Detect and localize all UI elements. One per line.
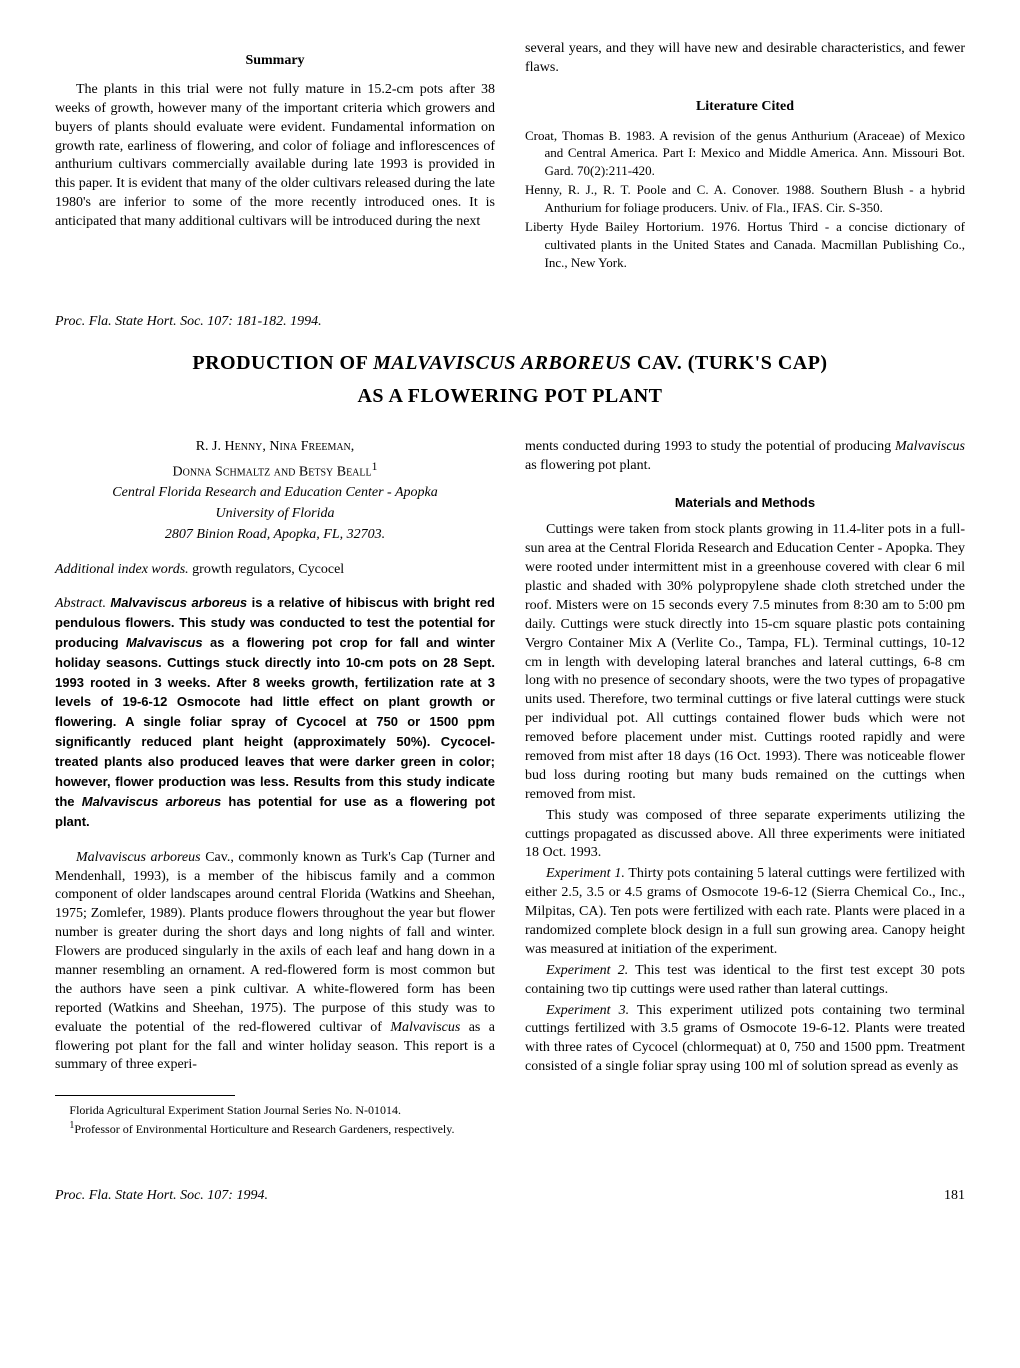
experiment-1-paragraph: Experiment 1. Thirty pots containing 5 l… (525, 865, 965, 959)
reference-item: Croat, Thomas B. 1983. A revision of the… (525, 127, 965, 180)
abstract: Abstract. Malvaviscus arboreus is a rela… (55, 594, 495, 833)
page-number: 181 (944, 1187, 965, 1206)
title-pre: PRODUCTION OF (192, 352, 373, 374)
experiment-2-label: Experiment 2. (546, 963, 628, 978)
abstract-species-2: Malvaviscus (126, 635, 203, 650)
abstract-label: Abstract. (55, 596, 110, 611)
summary-continuation: several years, and they will have new an… (525, 40, 965, 78)
reference-item: Henny, R. J., R. T. Poole and C. A. Cono… (525, 181, 965, 216)
abstract-species-1: Malvaviscus arboreus (110, 595, 247, 610)
intro-paragraph: Malvaviscus arboreus Cav., commonly know… (55, 849, 495, 1076)
reference-item: Liberty Hyde Bailey Hortorium. 1976. Hor… (525, 218, 965, 271)
right-column: ments conducted during 1993 to study the… (525, 438, 965, 1137)
footer-citation: Proc. Fla. State Hort. Soc. 107: 1994. (55, 1187, 268, 1206)
authors-superscript: 1 (372, 460, 378, 473)
article-body: R. J. Henny, Nina Freeman, Donna Schmalt… (55, 438, 965, 1137)
affiliation-3: 2807 Binion Road, Apopka, FL, 32703. (55, 526, 495, 545)
top-right-column: several years, and they will have new an… (525, 40, 965, 273)
top-section: Summary The plants in this trial were no… (55, 40, 965, 273)
top-left-column: Summary The plants in this trial were no… (55, 40, 495, 273)
index-words: Additional index words. growth regulator… (55, 561, 495, 580)
title-post: CAV. (TURK'S CAP) (632, 352, 828, 374)
affiliation-1: Central Florida Research and Education C… (55, 484, 495, 503)
literature-cited-heading: Literature Cited (525, 98, 965, 117)
abstract-species-3: Malvaviscus arboreus (82, 794, 221, 809)
abstract-text-4: as a flowering pot crop for fall and win… (55, 635, 495, 809)
mm-paragraph-2: This study was composed of three separat… (525, 807, 965, 864)
authors-line-2: Donna Schmaltz and Betsy Beall1 (55, 459, 495, 483)
materials-methods-heading: Materials and Methods (525, 494, 965, 512)
page-footer: Proc. Fla. State Hort. Soc. 107: 1994. 1… (55, 1187, 965, 1206)
intro-species-2: Malvaviscus (390, 1020, 460, 1035)
references-list: Croat, Thomas B. 1983. A revision of the… (525, 127, 965, 271)
index-words-text: growth regulators, Cycocel (189, 562, 345, 577)
intro-continuation: ments conducted during 1993 to study the… (525, 438, 965, 476)
experiment-3-paragraph: Experiment 3. This experiment utilized p… (525, 1002, 965, 1078)
title-species: MALVAVISCUS ARBOREUS (373, 352, 631, 374)
article-subtitle: AS A FLOWERING POT PLANT (55, 383, 965, 410)
affiliation-2: University of Florida (55, 505, 495, 524)
intro-species-1: Malvaviscus arboreus (76, 850, 201, 865)
authors-text-1: R. J. Henny, Nina Freeman, (196, 439, 355, 454)
authors-text-2: Donna Schmaltz and Betsy Beall (173, 464, 372, 479)
footnote-1: Florida Agricultural Experiment Station … (55, 1102, 495, 1118)
footnote-2: 1Professor of Environmental Horticulture… (55, 1119, 495, 1137)
experiment-2-paragraph: Experiment 2. This test was identical to… (525, 962, 965, 1000)
summary-paragraph: The plants in this trial were not fully … (55, 81, 495, 232)
mm-paragraph-1: Cuttings were taken from stock plants gr… (525, 521, 965, 804)
footnote-divider (55, 1095, 235, 1096)
article-title: PRODUCTION OF MALVAVISCUS ARBOREUS CAV. … (55, 350, 965, 377)
summary-heading: Summary (55, 52, 495, 71)
intro-cont-species: Malvaviscus (895, 439, 965, 454)
index-words-label: Additional index words. (55, 562, 189, 577)
experiment-1-label: Experiment 1. (546, 866, 625, 881)
experiment-3-label: Experiment 3. (546, 1003, 629, 1018)
intro-text-1: Cav., commonly known as Turk's Cap (Turn… (55, 850, 495, 1035)
intro-cont-b: as flowering pot plant. (525, 458, 651, 473)
authors-line-1: R. J. Henny, Nina Freeman, (55, 438, 495, 457)
footnote-2-text: Professor of Environmental Horticulture … (74, 1122, 454, 1136)
left-column: R. J. Henny, Nina Freeman, Donna Schmalt… (55, 438, 495, 1137)
proceedings-citation: Proc. Fla. State Hort. Soc. 107: 181-182… (55, 313, 965, 332)
intro-cont-a: ments conducted during 1993 to study the… (525, 439, 895, 454)
